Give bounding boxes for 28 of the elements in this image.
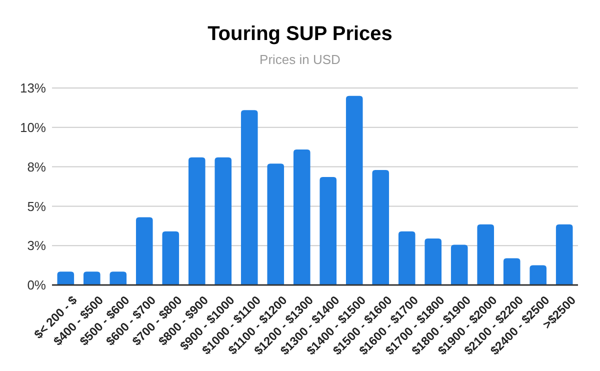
bar [450, 244, 468, 285]
bar [293, 149, 310, 285]
bar [530, 265, 547, 285]
bar [346, 96, 363, 285]
y-tick-label: 8% [27, 159, 46, 174]
bar [136, 217, 153, 285]
y-tick-label: 3% [27, 238, 46, 254]
bar [372, 170, 390, 285]
y-tick-label: 13% [20, 80, 46, 96]
bar [110, 272, 127, 285]
y-tick-label: 0% [27, 278, 46, 293]
chart-title: Touring SUP Prices [208, 23, 392, 45]
bar [424, 238, 442, 285]
chart-subtitle: Prices in USD [260, 52, 340, 67]
y-tick-label: 5% [27, 198, 46, 214]
bar [556, 224, 573, 285]
bar [240, 110, 258, 285]
bar [57, 272, 74, 285]
bar [503, 258, 520, 285]
bar [320, 177, 337, 285]
bar [83, 272, 100, 285]
bar [267, 164, 284, 285]
bar [477, 224, 494, 285]
bar [162, 231, 180, 285]
bar [188, 157, 206, 285]
y-tick-label: 10% [20, 120, 46, 135]
bar [398, 231, 416, 285]
bar [214, 157, 232, 285]
